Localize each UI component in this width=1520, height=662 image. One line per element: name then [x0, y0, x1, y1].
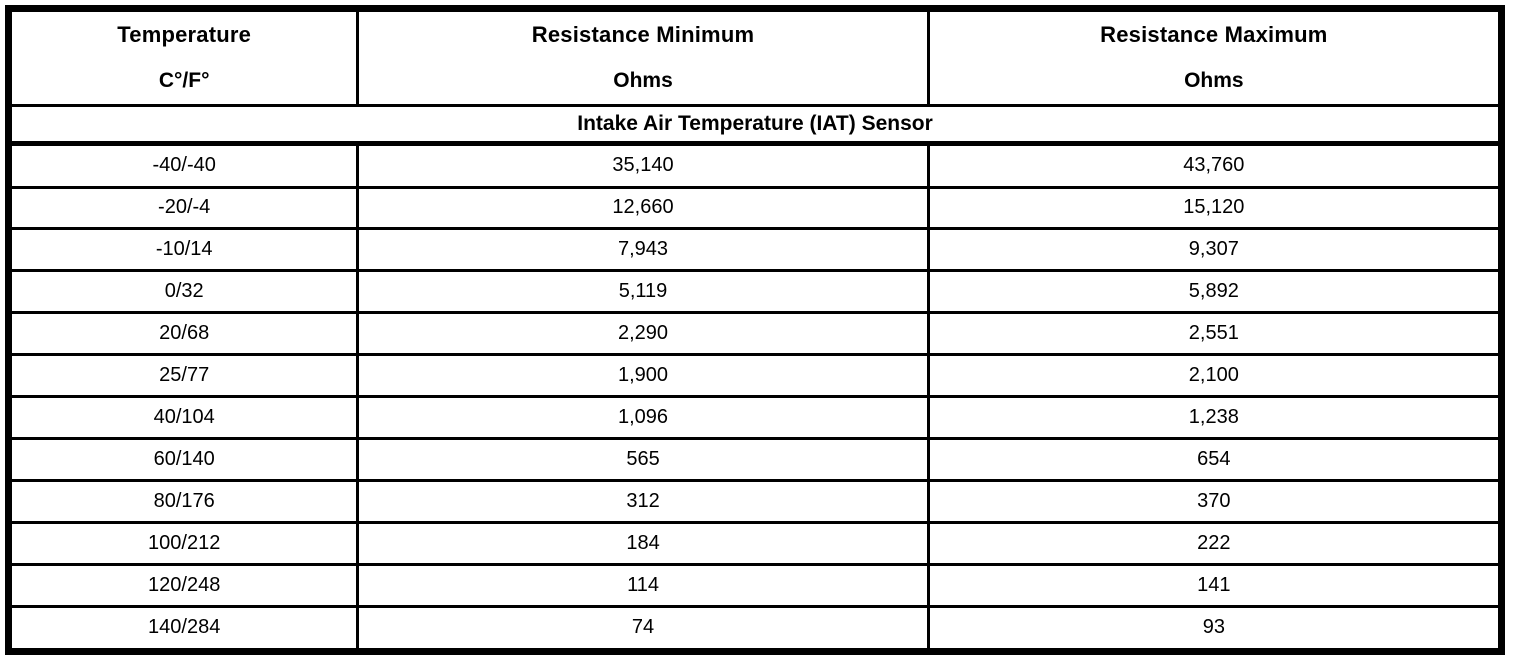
temperature-cell: -20/-4: [6, 185, 360, 231]
temperature-header-title: Temperature: [117, 22, 252, 47]
resistance-min-cell: 114: [356, 562, 930, 608]
resistance-max-cell: 5,892: [926, 269, 1504, 315]
table-row: 25/77 1,900 2,100: [6, 353, 1504, 399]
temperature-cell: 0/32: [6, 269, 360, 315]
iat-sensor-resistance-table: Temperature C°/F° Resistance Minimum Ohm…: [5, 5, 1505, 655]
resistance-min-cell: 35,140: [356, 142, 930, 189]
resistance-min-cell: 12,660: [356, 185, 930, 231]
resistance-min-cell: 1,900: [356, 353, 930, 399]
resistance-max-cell: 1,238: [926, 395, 1504, 441]
table-row: -40/-40 35,140 43,760: [6, 142, 1504, 189]
table-row: 20/68 2,290 2,551: [6, 311, 1504, 357]
resistance-min-header-unit: Ohms: [613, 69, 673, 92]
resistance-max-cell: 93: [926, 604, 1504, 654]
temperature-cell: 60/140: [6, 437, 360, 482]
resistance-min-header-title: Resistance Minimum: [531, 22, 755, 47]
temperature-cell: 40/104: [6, 395, 360, 441]
section-title-cell: Intake Air Temperature (IAT) Sensor: [7, 104, 1503, 146]
resistance-max-header-unit: Ohms: [1184, 69, 1244, 92]
resistance-min-cell: 5,119: [356, 269, 930, 315]
table-row: -20/-4 12,660 15,120: [6, 185, 1504, 231]
resistance-max-cell: 141: [926, 562, 1504, 608]
temperature-cell: 140/284: [6, 604, 360, 654]
resistance-max-header-cell: Resistance Maximum Ohms: [926, 7, 1504, 107]
resistance-min-cell: 1,096: [356, 395, 930, 441]
resistance-max-cell: 370: [926, 478, 1504, 524]
table-header-row: Temperature C°/F° Resistance Minimum Ohm…: [6, 7, 1504, 107]
resistance-max-cell: 654: [926, 437, 1504, 482]
resistance-max-cell: 2,551: [926, 311, 1504, 357]
table-row: 140/284 74 93: [6, 604, 1504, 654]
temperature-cell: -10/14: [6, 227, 360, 273]
table-row: 120/248 114 141: [6, 562, 1504, 608]
resistance-max-cell: 2,100: [926, 353, 1504, 399]
table-row: 80/176 312 370: [6, 478, 1504, 524]
temperature-header-unit: C°/F°: [158, 69, 210, 92]
resistance-min-cell: 184: [356, 520, 930, 566]
temperature-cell: 80/176: [6, 478, 360, 524]
temperature-cell: 20/68: [6, 311, 360, 357]
section-title-row: Intake Air Temperature (IAT) Sensor: [7, 104, 1503, 146]
table-row: 100/212 184 222: [6, 520, 1504, 566]
resistance-max-cell: 222: [926, 520, 1504, 566]
resistance-max-cell: 43,760: [926, 142, 1504, 189]
resistance-min-cell: 565: [356, 437, 930, 482]
resistance-min-cell: 74: [356, 604, 930, 654]
resistance-max-cell: 9,307: [926, 227, 1504, 273]
table-row: 40/104 1,096 1,238: [6, 395, 1504, 441]
temperature-header-cell: Temperature C°/F°: [6, 7, 360, 107]
resistance-min-cell: 312: [356, 478, 930, 524]
temperature-cell: 100/212: [6, 520, 360, 566]
temperature-cell: 25/77: [6, 353, 360, 399]
resistance-min-cell: 7,943: [356, 227, 930, 273]
temperature-cell: -40/-40: [6, 142, 360, 189]
temperature-cell: 120/248: [6, 562, 360, 608]
table-row: -10/14 7,943 9,307: [6, 227, 1504, 273]
resistance-max-header-title: Resistance Maximum: [1100, 22, 1328, 47]
table-row: 0/32 5,119 5,892: [6, 269, 1504, 315]
resistance-min-cell: 2,290: [356, 311, 930, 357]
resistance-max-cell: 15,120: [926, 185, 1504, 231]
table-row: 60/140 565 654: [6, 437, 1504, 482]
resistance-min-header-cell: Resistance Minimum Ohms: [356, 7, 930, 107]
